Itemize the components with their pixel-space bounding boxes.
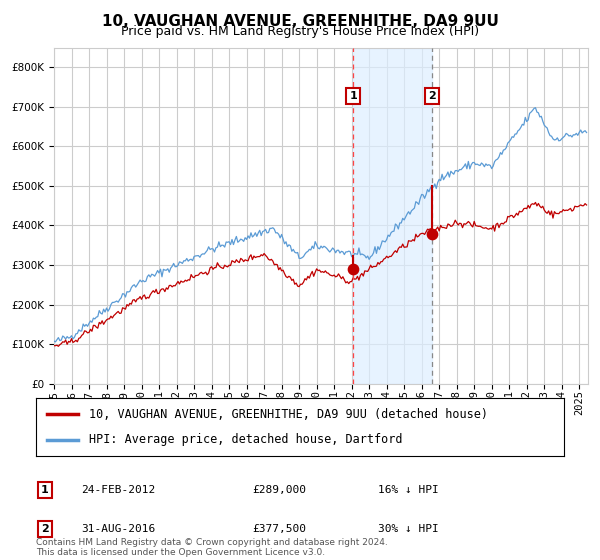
- Text: Contains HM Land Registry data © Crown copyright and database right 2024.
This d: Contains HM Land Registry data © Crown c…: [36, 538, 388, 557]
- Text: 16% ↓ HPI: 16% ↓ HPI: [378, 485, 439, 495]
- Text: 2: 2: [428, 91, 436, 101]
- Text: Price paid vs. HM Land Registry's House Price Index (HPI): Price paid vs. HM Land Registry's House …: [121, 25, 479, 38]
- Text: £289,000: £289,000: [252, 485, 306, 495]
- Text: 1: 1: [349, 91, 357, 101]
- Point: [427, 230, 437, 239]
- Text: 2: 2: [41, 524, 49, 534]
- Text: 24-FEB-2012: 24-FEB-2012: [81, 485, 155, 495]
- Point: [348, 265, 358, 274]
- Text: 10, VAUGHAN AVENUE, GREENHITHE, DA9 9UU: 10, VAUGHAN AVENUE, GREENHITHE, DA9 9UU: [101, 14, 499, 29]
- Text: 1: 1: [41, 485, 49, 495]
- Text: £377,500: £377,500: [252, 524, 306, 534]
- Bar: [353, 48, 432, 384]
- Text: 31-AUG-2016: 31-AUG-2016: [81, 524, 155, 534]
- Text: 10, VAUGHAN AVENUE, GREENHITHE, DA9 9UU (detached house): 10, VAUGHAN AVENUE, GREENHITHE, DA9 9UU …: [89, 408, 488, 421]
- Text: HPI: Average price, detached house, Dartford: HPI: Average price, detached house, Dart…: [89, 433, 403, 446]
- Text: 30% ↓ HPI: 30% ↓ HPI: [378, 524, 439, 534]
